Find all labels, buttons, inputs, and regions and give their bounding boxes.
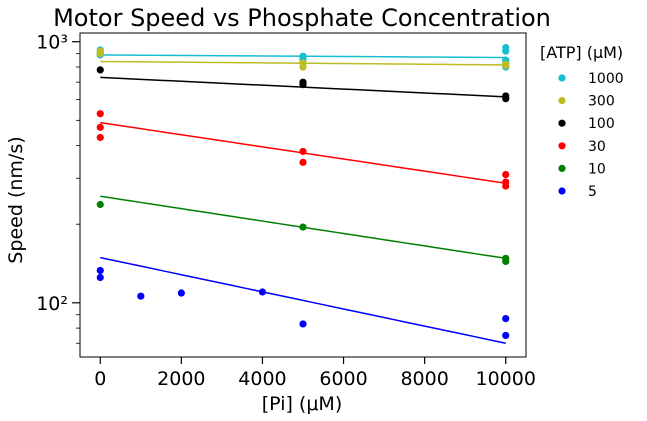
x-tick-label: 0 <box>94 368 106 390</box>
data-point-5 <box>177 289 185 297</box>
y-axis: 10² 10³ <box>36 32 80 344</box>
x-tick-label: 8000 <box>400 368 448 390</box>
legend-label: 10 <box>588 161 606 177</box>
legend-entry-300: 300 <box>558 94 615 110</box>
legend-title: [ATP] (μM) <box>540 43 623 62</box>
data-point-100 <box>299 81 307 89</box>
x-axis-label: [Pi] (μM) <box>262 393 343 415</box>
plot-area <box>79 32 527 358</box>
legend-marker <box>558 119 566 127</box>
chart-title: Motor Speed vs Phosphate Concentration <box>53 4 551 32</box>
x-tick-label: 4000 <box>238 368 286 390</box>
legend-marker <box>558 97 566 105</box>
data-point-100 <box>502 95 510 103</box>
data-point-10 <box>96 200 104 209</box>
y-axis-label: Speed (nm/s) <box>5 136 27 263</box>
legend: [ATP] (μM) 1000 300 100 30 10 5 <box>540 43 624 200</box>
data-point-5 <box>96 266 104 275</box>
data-point-300 <box>502 62 510 70</box>
fit-line-5 <box>100 256 506 344</box>
legend-entry-1000: 1000 <box>558 71 624 87</box>
data-point-5 <box>299 320 307 328</box>
legend-marker <box>558 142 566 150</box>
data-point-30 <box>96 123 104 131</box>
data-point-100 <box>96 66 104 74</box>
data-point-30 <box>96 110 104 118</box>
plot-frame <box>79 32 527 358</box>
legend-entry-10: 10 <box>558 161 606 177</box>
series-10 <box>96 195 510 266</box>
series-100 <box>96 66 510 103</box>
legend-label: 1000 <box>588 71 624 87</box>
data-point-5 <box>258 288 267 296</box>
series-5 <box>96 256 510 344</box>
data-point-30 <box>299 147 307 156</box>
legend-label: 30 <box>588 139 606 155</box>
data-point-30 <box>502 170 510 179</box>
legend-marker <box>558 187 566 195</box>
x-axis: 0 2000 4000 6000 8000 10000 <box>94 357 536 390</box>
legend-marker <box>558 164 566 172</box>
x-tick-label: 10000 <box>476 368 536 390</box>
y-tick-label: 10³ <box>36 32 68 54</box>
data-point-5 <box>502 314 510 323</box>
data-point-30 <box>299 158 307 166</box>
data-point-5 <box>96 273 104 282</box>
data-point-300 <box>96 50 104 58</box>
data-point-5 <box>502 331 510 340</box>
data-point-1000 <box>502 47 510 55</box>
series-group <box>96 43 510 344</box>
legend-entry-30: 30 <box>558 139 606 155</box>
y-tick-label: 10² <box>36 293 68 315</box>
legend-entry-100: 100 <box>558 116 615 132</box>
legend-marker <box>558 74 566 82</box>
legend-label: 5 <box>588 184 597 200</box>
data-point-30 <box>502 182 510 190</box>
legend-label: 300 <box>588 94 615 110</box>
x-tick-label: 6000 <box>319 368 367 390</box>
legend-label: 100 <box>588 116 615 132</box>
data-point-30 <box>96 133 104 142</box>
x-tick-label: 2000 <box>157 368 205 390</box>
data-point-300 <box>299 63 307 71</box>
data-point-10 <box>502 257 510 266</box>
legend-entry-5: 5 <box>558 184 597 200</box>
series-300 <box>96 47 510 71</box>
series-30 <box>96 110 510 190</box>
data-point-10 <box>299 223 307 231</box>
data-point-5 <box>137 292 145 300</box>
